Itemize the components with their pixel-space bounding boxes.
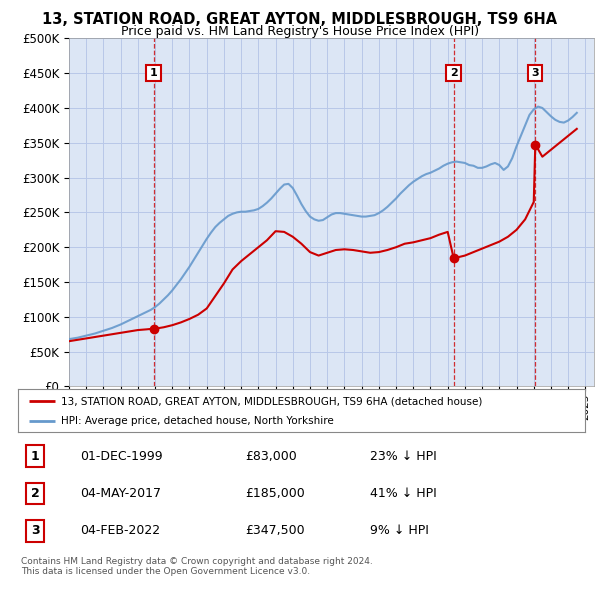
Text: 13, STATION ROAD, GREAT AYTON, MIDDLESBROUGH, TS9 6HA (detached house): 13, STATION ROAD, GREAT AYTON, MIDDLESBR… bbox=[61, 396, 482, 407]
Text: 3: 3 bbox=[532, 68, 539, 78]
Text: 1: 1 bbox=[150, 68, 158, 78]
Text: Contains HM Land Registry data © Crown copyright and database right 2024.
This d: Contains HM Land Registry data © Crown c… bbox=[21, 557, 373, 576]
Text: 01-DEC-1999: 01-DEC-1999 bbox=[80, 450, 163, 463]
Text: 9% ↓ HPI: 9% ↓ HPI bbox=[370, 524, 428, 537]
Text: £83,000: £83,000 bbox=[245, 450, 296, 463]
Text: 2: 2 bbox=[449, 68, 457, 78]
Text: 2: 2 bbox=[31, 487, 40, 500]
Text: £347,500: £347,500 bbox=[245, 524, 304, 537]
Text: £185,000: £185,000 bbox=[245, 487, 305, 500]
Text: 04-FEB-2022: 04-FEB-2022 bbox=[80, 524, 160, 537]
Text: 1: 1 bbox=[31, 450, 40, 463]
Text: Price paid vs. HM Land Registry's House Price Index (HPI): Price paid vs. HM Land Registry's House … bbox=[121, 25, 479, 38]
Text: 41% ↓ HPI: 41% ↓ HPI bbox=[370, 487, 436, 500]
Text: 23% ↓ HPI: 23% ↓ HPI bbox=[370, 450, 436, 463]
Text: 04-MAY-2017: 04-MAY-2017 bbox=[80, 487, 161, 500]
Text: HPI: Average price, detached house, North Yorkshire: HPI: Average price, detached house, Nort… bbox=[61, 417, 333, 426]
Text: 13, STATION ROAD, GREAT AYTON, MIDDLESBROUGH, TS9 6HA: 13, STATION ROAD, GREAT AYTON, MIDDLESBR… bbox=[43, 12, 557, 27]
Text: 3: 3 bbox=[31, 524, 40, 537]
